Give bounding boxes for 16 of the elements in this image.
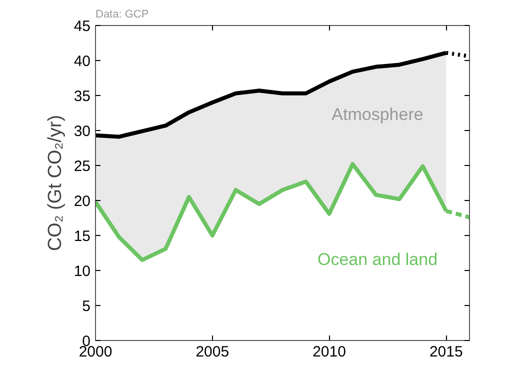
y-axis-title: CO₂ (Gt CO₂/yr): [44, 114, 66, 252]
y-tick-label: 5: [82, 298, 90, 315]
y-tick-label: 15: [74, 228, 91, 245]
x-tick-label: 2010: [312, 344, 346, 360]
y-tick-label: 25: [74, 158, 91, 175]
x-tick-label: 2015: [429, 344, 463, 360]
y-tick-label: 10: [74, 263, 91, 280]
y-tick-label: 35: [74, 88, 91, 105]
x-tick-label: 2005: [196, 344, 230, 360]
text: Data: GCP: [96, 8, 149, 20]
annotation: Ocean and land: [317, 250, 438, 269]
y-tick-label: 40: [74, 53, 91, 70]
y-tick-label: 20: [74, 193, 91, 210]
annotation: Atmosphere: [332, 105, 424, 124]
y-tick-label: 45: [74, 18, 91, 35]
y-tick-label: 30: [74, 123, 91, 140]
